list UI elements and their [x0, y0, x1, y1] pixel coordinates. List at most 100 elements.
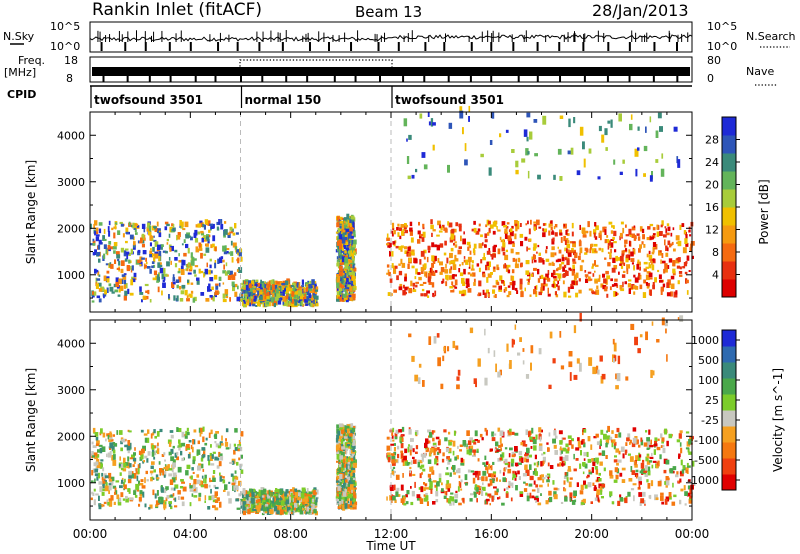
echo-cell [606, 275, 611, 280]
echo-cell [229, 297, 231, 302]
echo-cell [293, 507, 296, 511]
echo-cell [190, 259, 195, 266]
echo-cell [454, 279, 458, 286]
echo-cell [567, 252, 572, 257]
echo-cell [101, 491, 105, 496]
echo-cell [177, 235, 181, 240]
echo-cell [336, 246, 339, 252]
echo-cell [174, 497, 177, 502]
echo-cell [294, 503, 298, 509]
echo-cell [515, 473, 518, 477]
echo-cell [600, 489, 603, 495]
echo-cell [391, 497, 393, 503]
echo-cell [561, 254, 564, 258]
echo-cell [587, 271, 592, 274]
echo-cell [336, 216, 340, 221]
echo-cell [219, 257, 223, 264]
echo-cell [390, 293, 393, 296]
echo-cell [529, 439, 532, 442]
echo-cell [341, 272, 345, 276]
echo-cell [243, 280, 246, 285]
echo-cell [511, 241, 515, 244]
echo-cell [527, 247, 531, 250]
echo-cell [393, 268, 397, 274]
echo-cell [240, 299, 243, 302]
echo-cell [478, 280, 482, 287]
echo-cell [562, 437, 566, 440]
echo-cell [349, 219, 352, 223]
echo-cell [346, 444, 351, 447]
echo-cell [588, 288, 593, 291]
echo-cell [689, 495, 692, 499]
echo-cell [634, 148, 639, 157]
echo-cell [492, 461, 495, 465]
echo-cell [193, 479, 197, 485]
echo-cell [598, 483, 602, 489]
echo-cell [432, 122, 436, 126]
echo-cell [91, 441, 94, 445]
echo-cell [339, 291, 342, 295]
echo-cell [166, 495, 170, 499]
echo-cell [163, 268, 166, 274]
echo-cell [611, 501, 615, 505]
echo-cell [350, 246, 353, 250]
echo-cell [348, 222, 351, 226]
echo-cell [210, 444, 212, 448]
echo-cell [582, 234, 587, 238]
echo-cell [502, 472, 505, 476]
echo-cell [155, 504, 159, 507]
echo-cell [488, 473, 493, 478]
echo-cell [542, 456, 546, 463]
echo-cell [118, 288, 121, 293]
echo-cell [627, 453, 631, 456]
echo-cell [335, 231, 339, 234]
echo-cell [151, 461, 155, 465]
echo-cell [405, 494, 408, 498]
echo-cell [651, 464, 654, 469]
echo-cell [432, 144, 435, 151]
echo-cell [661, 253, 664, 258]
echo-cell [658, 274, 662, 280]
echo-cell [650, 480, 654, 487]
echo-cell [255, 305, 258, 307]
echo-cell [462, 289, 467, 296]
echo-cell [661, 153, 664, 159]
echo-cell [593, 232, 596, 238]
echo-cell [187, 279, 190, 283]
echo-cell [167, 439, 172, 444]
echo-cell [638, 492, 643, 497]
echo-cell [597, 497, 600, 502]
echo-cell [312, 504, 315, 510]
echo-cell [492, 285, 497, 288]
echo-cell [338, 234, 343, 240]
echo-cell [459, 264, 461, 267]
echo-cell [122, 275, 127, 280]
echo-cell [619, 497, 624, 502]
echo-cell [573, 490, 577, 497]
echo-cell [193, 439, 196, 445]
echo-cell [201, 447, 206, 451]
echo-cell [103, 238, 107, 241]
echo-cell [189, 294, 193, 298]
echo-cell [343, 270, 346, 274]
echo-cell [138, 463, 141, 469]
echo-cell [550, 252, 555, 258]
echo-cell [643, 244, 646, 248]
echo-cell [212, 243, 215, 248]
echo-cell [566, 259, 570, 266]
echo-cell [656, 231, 660, 237]
echo-cell [582, 141, 585, 150]
echo-cell [179, 486, 184, 489]
echo-cell [509, 230, 514, 237]
echo-cell [435, 455, 439, 461]
echo-cell [639, 226, 643, 232]
echo-cell [462, 238, 466, 245]
echo-cell [507, 269, 511, 274]
echo-cell [103, 244, 107, 249]
echo-cell [424, 446, 429, 450]
echo-cell [197, 465, 201, 471]
echo-cell [401, 230, 404, 236]
echo-cell [607, 251, 610, 254]
echo-cell [297, 294, 300, 299]
echo-cell [92, 291, 97, 296]
